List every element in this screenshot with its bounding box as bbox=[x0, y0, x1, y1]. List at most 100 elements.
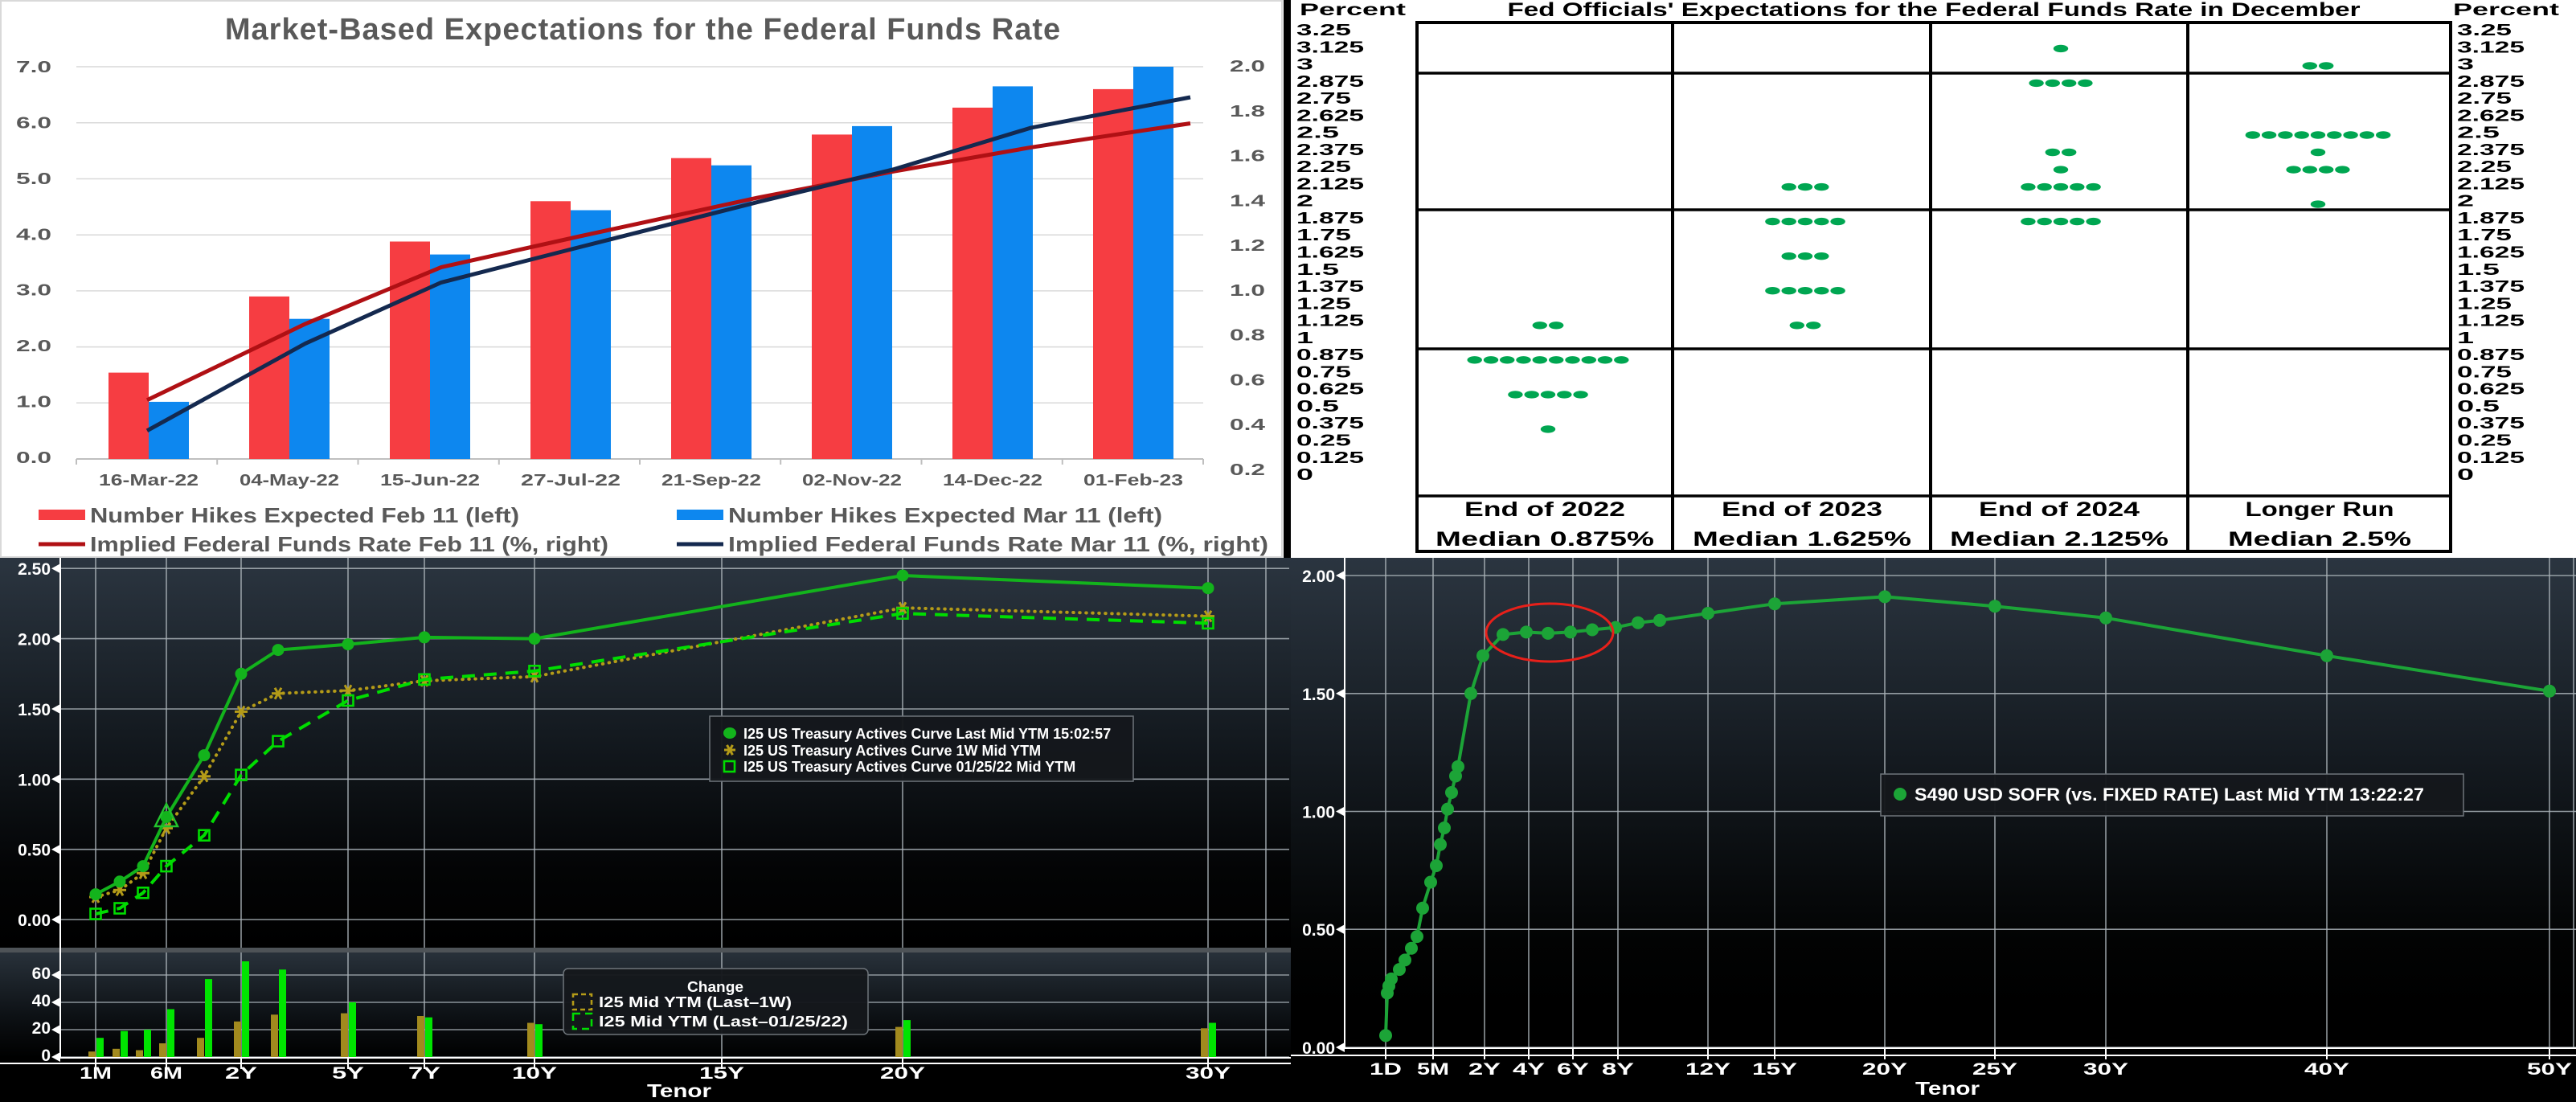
svg-text:0: 0 bbox=[1296, 466, 1313, 484]
svg-text:1.375: 1.375 bbox=[2457, 278, 2525, 296]
svg-text:40Y: 40Y bbox=[2304, 1060, 2349, 1079]
svg-text:2Y: 2Y bbox=[225, 1064, 257, 1083]
svg-text:1: 1 bbox=[1296, 330, 1313, 347]
svg-text:2.625: 2.625 bbox=[1296, 107, 1364, 125]
svg-text:Median 1.625%: Median 1.625% bbox=[1693, 528, 1911, 551]
svg-text:2.0: 2.0 bbox=[16, 338, 51, 355]
svg-text:2.5: 2.5 bbox=[2457, 125, 2500, 142]
svg-text:Market-Based Expectations fo: Market-Based Expectations for the Federa… bbox=[225, 13, 1061, 47]
svg-text:2.125: 2.125 bbox=[2457, 175, 2525, 193]
svg-text:0: 0 bbox=[2457, 466, 2474, 484]
svg-text:04-May-22: 04-May-22 bbox=[240, 472, 339, 490]
svg-text:3.125: 3.125 bbox=[2457, 39, 2525, 56]
svg-text:1.125: 1.125 bbox=[1296, 313, 1364, 330]
svg-text:15-Jun-22: 15-Jun-22 bbox=[380, 472, 480, 490]
svg-text:0.875: 0.875 bbox=[1296, 346, 1364, 364]
svg-text:60: 60 bbox=[32, 965, 51, 983]
svg-text:1.75: 1.75 bbox=[1296, 227, 1351, 244]
svg-text:2.75: 2.75 bbox=[1296, 90, 1351, 108]
svg-text:3: 3 bbox=[2457, 56, 2474, 74]
svg-text:1.75: 1.75 bbox=[2457, 227, 2512, 244]
svg-text:3: 3 bbox=[1296, 56, 1313, 74]
svg-text:1.8: 1.8 bbox=[1230, 103, 1265, 121]
svg-text:0.50: 0.50 bbox=[1302, 921, 1335, 940]
svg-text:1.0: 1.0 bbox=[1230, 282, 1265, 300]
svg-text:End of 2023: End of 2023 bbox=[1722, 498, 1882, 521]
svg-text:Implied Federal Funds Rate Feb: Implied Federal Funds Rate Feb 11 (%, ri… bbox=[90, 532, 608, 556]
svg-text:2.00: 2.00 bbox=[1302, 567, 1335, 586]
svg-text:0: 0 bbox=[41, 1047, 51, 1065]
svg-text:4.0: 4.0 bbox=[16, 226, 51, 244]
svg-text:Percent: Percent bbox=[1300, 1, 1406, 19]
svg-text:0.5: 0.5 bbox=[2457, 398, 2500, 416]
svg-text:0.4: 0.4 bbox=[1230, 416, 1266, 434]
svg-text:2.375: 2.375 bbox=[2457, 141, 2525, 159]
svg-text:6Y: 6Y bbox=[1557, 1060, 1589, 1079]
svg-text:3.25: 3.25 bbox=[1296, 22, 1351, 39]
svg-text:14-Dec-22: 14-Dec-22 bbox=[943, 472, 1042, 490]
svg-text:4Y: 4Y bbox=[1513, 1060, 1545, 1079]
svg-text:2.75: 2.75 bbox=[2457, 90, 2512, 108]
svg-text:1.875: 1.875 bbox=[2457, 210, 2525, 227]
svg-text:Longer Run: Longer Run bbox=[2246, 498, 2394, 521]
svg-text:5M: 5M bbox=[1417, 1060, 1449, 1079]
svg-text:8Y: 8Y bbox=[1602, 1060, 1634, 1079]
svg-text:7.0: 7.0 bbox=[16, 59, 51, 76]
svg-text:1.875: 1.875 bbox=[1296, 210, 1364, 227]
svg-text:0.875: 0.875 bbox=[2457, 346, 2525, 364]
svg-text:01-Feb-23: 01-Feb-23 bbox=[1083, 472, 1183, 490]
svg-text:0.375: 0.375 bbox=[2457, 415, 2525, 432]
svg-text:2.625: 2.625 bbox=[2457, 107, 2525, 125]
svg-text:40: 40 bbox=[32, 992, 51, 1010]
svg-text:02-Nov-22: 02-Nov-22 bbox=[802, 472, 902, 490]
svg-text:1.25: 1.25 bbox=[1296, 295, 1351, 313]
svg-text:0.8: 0.8 bbox=[1230, 327, 1265, 345]
svg-text:6M: 6M bbox=[150, 1064, 182, 1083]
svg-text:20Y: 20Y bbox=[880, 1064, 925, 1083]
svg-text:2.5: 2.5 bbox=[1296, 125, 1339, 142]
svg-text:0.0: 0.0 bbox=[16, 449, 51, 467]
svg-text:Change: Change bbox=[687, 979, 743, 995]
svg-text:2.875: 2.875 bbox=[1296, 73, 1364, 91]
svg-text:2.375: 2.375 bbox=[1296, 141, 1364, 159]
svg-text:1.125: 1.125 bbox=[2457, 313, 2525, 330]
svg-text:25Y: 25Y bbox=[1972, 1060, 2017, 1079]
svg-text:0.25: 0.25 bbox=[1296, 432, 1351, 450]
svg-text:0.2: 0.2 bbox=[1230, 461, 1265, 479]
svg-text:1.50: 1.50 bbox=[1302, 686, 1335, 704]
svg-text:1.00: 1.00 bbox=[1302, 804, 1335, 822]
svg-text:3.125: 3.125 bbox=[1296, 39, 1364, 56]
svg-text:27-Jul-22: 27-Jul-22 bbox=[521, 472, 620, 490]
svg-text:12Y: 12Y bbox=[1685, 1060, 1730, 1079]
svg-text:End of 2024: End of 2024 bbox=[1979, 498, 2140, 521]
svg-text:1.6: 1.6 bbox=[1230, 148, 1265, 166]
svg-text:0.125: 0.125 bbox=[2457, 449, 2525, 467]
svg-text:7Y: 7Y bbox=[408, 1064, 440, 1083]
svg-text:0.625: 0.625 bbox=[2457, 381, 2525, 399]
svg-text:I25 US Treasury Actives Curve: I25 US Treasury Actives Curve Last Mid Y… bbox=[743, 726, 1111, 742]
svg-text:0.6: 0.6 bbox=[1230, 371, 1265, 389]
svg-text:Median 2.5%: Median 2.5% bbox=[2228, 528, 2411, 551]
svg-text:0.00: 0.00 bbox=[18, 912, 51, 930]
svg-text:2.50: 2.50 bbox=[18, 560, 51, 579]
svg-text:Number Hikes Expected Mar 11 (: Number Hikes Expected Mar 11 (left) bbox=[728, 503, 1162, 527]
svg-text:S490 USD SOFR (vs. FIXED RATE): S490 USD SOFR (vs. FIXED RATE) Last Mid … bbox=[1915, 785, 2424, 805]
svg-text:Fed Officials' Expectations fo: Fed Officials' Expectations for the Fede… bbox=[1508, 0, 2361, 21]
svg-text:I25 Mid YTM (Last–01/25/22): I25 Mid YTM (Last–01/25/22) bbox=[599, 1014, 848, 1030]
svg-text:0.75: 0.75 bbox=[2457, 363, 2512, 381]
svg-text:6.0: 6.0 bbox=[16, 114, 51, 132]
svg-text:1.2: 1.2 bbox=[1230, 237, 1265, 255]
svg-text:1.375: 1.375 bbox=[1296, 278, 1364, 296]
svg-text:End of 2022: End of 2022 bbox=[1464, 498, 1625, 521]
svg-text:3.0: 3.0 bbox=[16, 282, 51, 300]
svg-text:15Y: 15Y bbox=[699, 1064, 744, 1083]
svg-text:2.00: 2.00 bbox=[18, 631, 51, 649]
svg-text:5Y: 5Y bbox=[332, 1064, 364, 1083]
svg-text:2: 2 bbox=[2457, 193, 2474, 211]
svg-text:Median 0.875%: Median 0.875% bbox=[1435, 528, 1654, 551]
svg-text:3.25: 3.25 bbox=[2457, 22, 2512, 39]
svg-text:1.00: 1.00 bbox=[18, 771, 51, 789]
svg-text:5.0: 5.0 bbox=[16, 170, 51, 188]
svg-text:30Y: 30Y bbox=[1186, 1064, 1231, 1083]
svg-text:Implied Federal Funds Rate Mar: Implied Federal Funds Rate Mar 11 (%, ri… bbox=[728, 532, 1268, 556]
